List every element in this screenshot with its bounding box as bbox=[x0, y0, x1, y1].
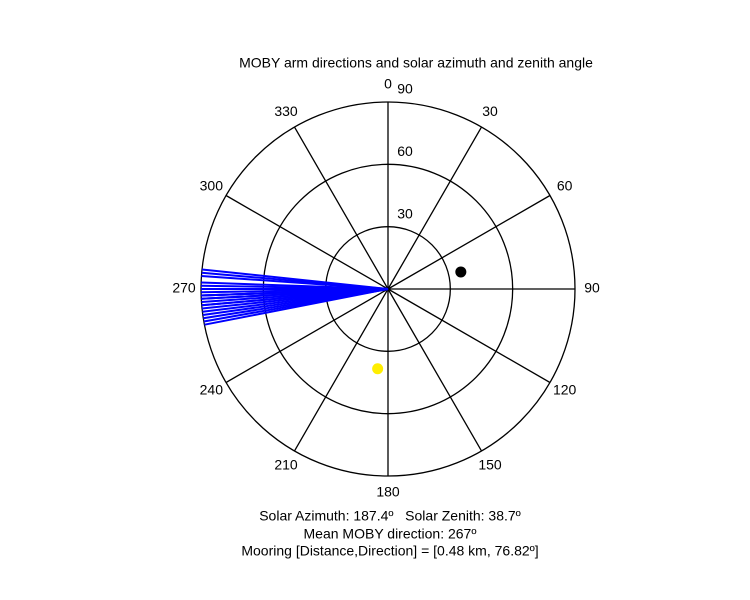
r-tick-label: 30 bbox=[397, 205, 413, 221]
r-tick-label: 60 bbox=[397, 143, 413, 159]
grid-spoke bbox=[293, 288, 389, 452]
annotation: Mooring [Distance,Direction] = [0.48 km,… bbox=[241, 543, 538, 559]
arm-direction bbox=[201, 288, 389, 297]
theta-tick-label: 120 bbox=[553, 382, 577, 398]
theta-tick-label: 270 bbox=[172, 280, 196, 296]
grid-spoke bbox=[225, 288, 389, 384]
theta-tick-label: 210 bbox=[274, 456, 298, 472]
annotation: Solar Azimuth: 187.4º Solar Zenith: 38.7… bbox=[259, 508, 521, 524]
theta-tick-label: 330 bbox=[274, 103, 298, 119]
grid-spoke bbox=[225, 194, 389, 290]
theta-tick-label: 300 bbox=[200, 178, 224, 194]
grid-spoke bbox=[387, 194, 551, 290]
arm-direction bbox=[204, 288, 389, 326]
arm-direction bbox=[201, 274, 389, 290]
theta-tick-label: 30 bbox=[482, 103, 498, 119]
grid-spoke bbox=[387, 288, 483, 452]
theta-tick-label: 90 bbox=[584, 280, 600, 296]
theta-tick-label: 180 bbox=[376, 484, 400, 500]
grid-spoke bbox=[387, 126, 483, 290]
grid-spoke bbox=[387, 288, 551, 384]
theta-tick-label: 240 bbox=[200, 382, 224, 398]
annotation: Mean MOBY direction: 267º bbox=[304, 526, 477, 542]
theta-tick-label: 0 bbox=[384, 76, 392, 92]
point bbox=[455, 266, 467, 278]
point bbox=[372, 363, 384, 375]
grid-spoke bbox=[293, 126, 389, 290]
theta-tick-label: 60 bbox=[557, 178, 573, 194]
theta-tick-label: 150 bbox=[478, 456, 502, 472]
r-tick-label: 90 bbox=[397, 81, 413, 97]
chart-title: MOBY arm directions and solar azimuth an… bbox=[239, 55, 593, 71]
